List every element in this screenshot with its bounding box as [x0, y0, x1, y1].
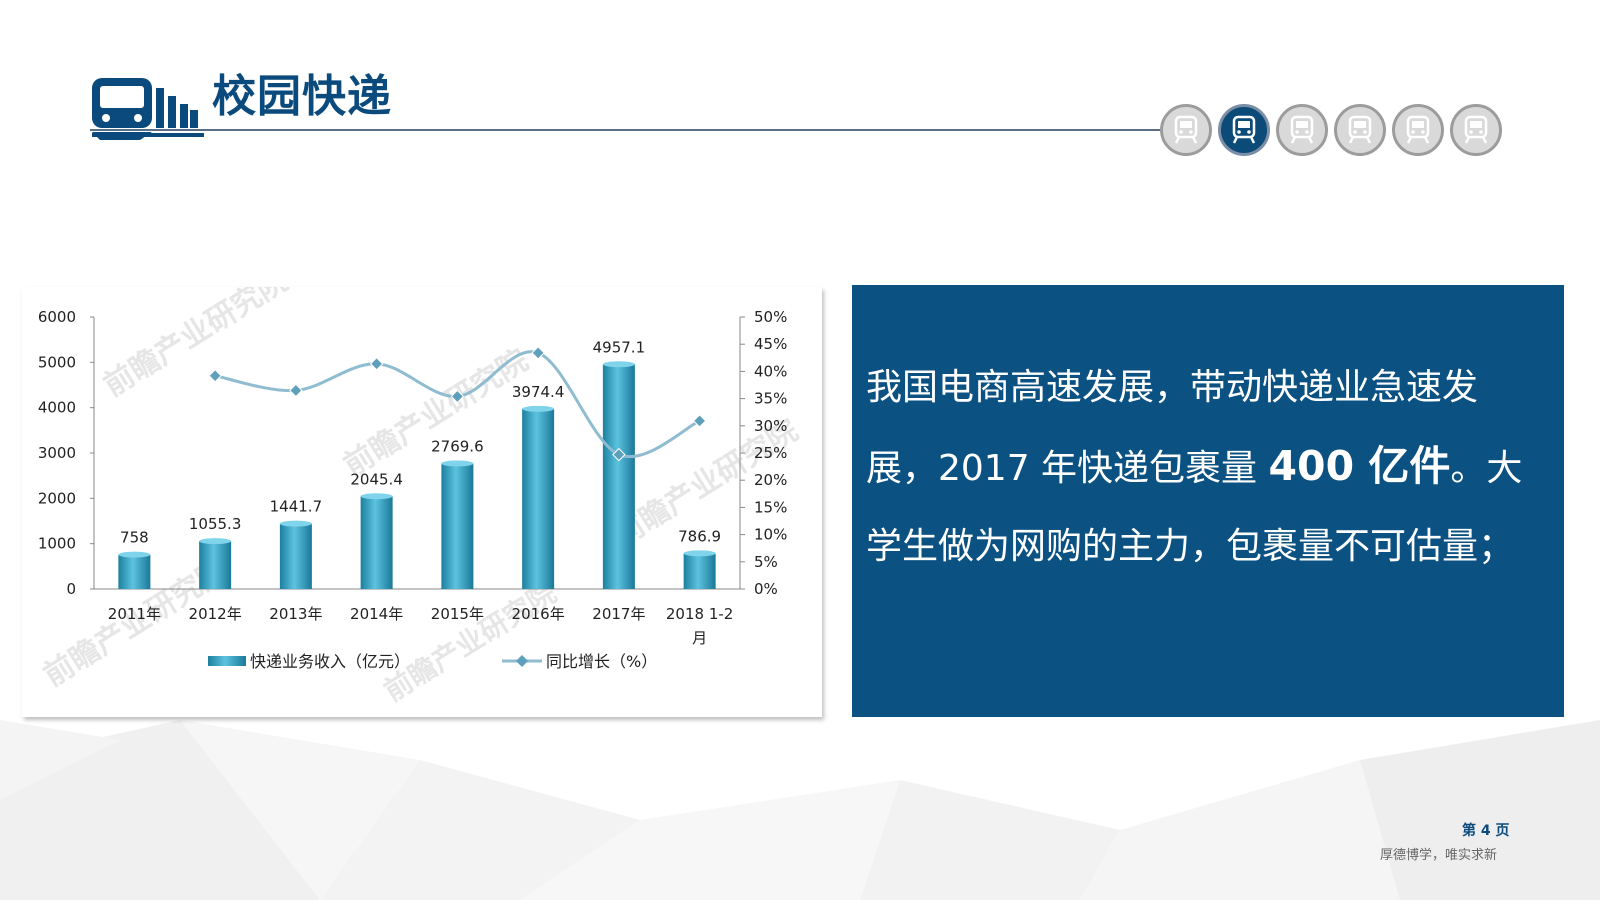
info-text: 我国电商高速发展，带动快递业急速发展，2017 年快递包裹量 400 亿件。大学…	[866, 349, 1546, 586]
y-right-tick-label: 30%	[754, 417, 787, 435]
y-right-tick-label: 15%	[754, 498, 787, 516]
growth-point-7	[692, 414, 707, 428]
growth-point-4	[450, 389, 465, 404]
x-tick-label: 2018 1-2 月	[666, 605, 733, 647]
x-tick-label: 2017年	[592, 605, 645, 623]
y-right-tick-label: 35%	[754, 390, 787, 408]
header-divider	[90, 129, 1162, 131]
y-left-tick-label: 3000	[38, 444, 76, 462]
y-right-tick-label: 10%	[754, 526, 787, 544]
train-icon	[1174, 115, 1198, 144]
bar-value-label: 1055.3	[189, 515, 242, 533]
y-right-tick-label: 20%	[754, 471, 787, 489]
bar-top-8	[683, 550, 716, 557]
bar-value-label: 758	[120, 529, 149, 547]
legend-bar-label: 快递业务收入（亿元）	[250, 652, 410, 671]
y-right-tick-label: 25%	[754, 444, 787, 462]
nav-train-icon-1[interactable]	[1160, 104, 1212, 156]
growth-point-1	[208, 369, 222, 383]
y-left-tick-label: 0	[66, 580, 76, 598]
nav-train-icon-6[interactable]	[1450, 104, 1502, 156]
train-icon	[1290, 115, 1314, 144]
train-icon	[1406, 115, 1430, 144]
growth-point-3	[369, 357, 384, 371]
y-right-tick-label: 40%	[754, 362, 787, 380]
nav-train-icon-2[interactable]	[1218, 104, 1270, 156]
info-panel: 我国电商高速发展，带动快递业急速发展，2017 年快递包裹量 400 亿件。大学…	[852, 285, 1564, 717]
y-left-tick-label: 6000	[38, 308, 76, 326]
x-tick-label: 2012年	[189, 605, 242, 623]
bar-top-4	[360, 493, 393, 500]
train-icon	[1232, 115, 1256, 144]
bar-top-2	[199, 538, 232, 545]
y-right-tick-label: 5%	[754, 553, 778, 571]
bar-value-label: 2769.6	[431, 437, 484, 455]
legend-line-label: 同比增长（%）	[546, 652, 657, 671]
bar-top-1	[118, 551, 151, 558]
y-left-tick-label: 4000	[38, 399, 76, 417]
growth-point-6	[612, 447, 626, 462]
bar-3	[279, 523, 312, 589]
nav-train-icon-4[interactable]	[1334, 104, 1386, 156]
train-icon	[1464, 115, 1488, 144]
bar-5	[441, 463, 474, 589]
bar-2	[199, 541, 232, 589]
y-left-tick-label: 5000	[38, 353, 76, 371]
page-title: 校园快递	[212, 71, 392, 122]
section-nav	[1160, 104, 1502, 156]
title-underline	[92, 133, 204, 137]
bar-value-label: 4957.1	[593, 338, 646, 356]
x-tick-label: 2015年	[431, 605, 484, 623]
info-highlight: 400 亿件	[1268, 442, 1451, 490]
bar-value-label: 2045.4	[350, 470, 403, 488]
legend-bar-swatch	[208, 656, 246, 666]
bar-top-3	[279, 520, 312, 527]
bar-7	[602, 364, 635, 589]
x-tick-label: 2011年	[108, 605, 161, 623]
x-tick-label: 2014年	[350, 605, 403, 623]
y-right-tick-label: 0%	[754, 580, 778, 598]
x-tick-label: 2013年	[269, 605, 322, 623]
bar-8	[683, 553, 716, 589]
x-tick-label: 2016年	[512, 605, 565, 623]
y-right-tick-label: 50%	[754, 308, 787, 326]
bar-top-5	[441, 460, 474, 467]
bar-top-7	[602, 361, 635, 368]
bar-top-6	[522, 405, 555, 412]
train-icon	[1348, 115, 1372, 144]
legend-line-marker	[516, 655, 528, 667]
bar-value-label: 786.9	[678, 527, 721, 545]
bar-6	[522, 408, 555, 589]
motto: 厚德博学，唯实求新	[1380, 848, 1498, 863]
bar-1	[118, 554, 151, 589]
growth-point-5	[531, 346, 545, 360]
bar-4	[360, 496, 393, 589]
watermark-5: 前瞻产业研究院	[378, 576, 562, 708]
growth-point-2	[289, 383, 303, 398]
info-text-before: 我国电商高速发展，带动快递业急速发展，2017 年快递包裹量	[866, 367, 1479, 489]
info-text-after: 。大学生做为网购的主力，包裹量不可估量；	[866, 448, 1523, 567]
express-revenue-chart: 前瞻产业研究院 前瞻产业研究院 前瞻产业研究院 前瞻产业研究院 前瞻产业研究院 6000 5…	[22, 287, 822, 717]
bar-value-label: 1441.7	[270, 498, 323, 516]
y-right-tick-label: 45%	[754, 335, 787, 353]
y-left-tick-label: 1000	[38, 535, 76, 553]
bar-value-label: 3974.4	[512, 383, 565, 401]
y-left-tick-label: 2000	[38, 489, 76, 507]
nav-train-icon-3[interactable]	[1276, 104, 1328, 156]
watermark-1: 前瞻产业研究院	[98, 287, 295, 404]
nav-train-icon-5[interactable]	[1392, 104, 1444, 156]
page-number: 第 4 页	[1462, 823, 1510, 839]
